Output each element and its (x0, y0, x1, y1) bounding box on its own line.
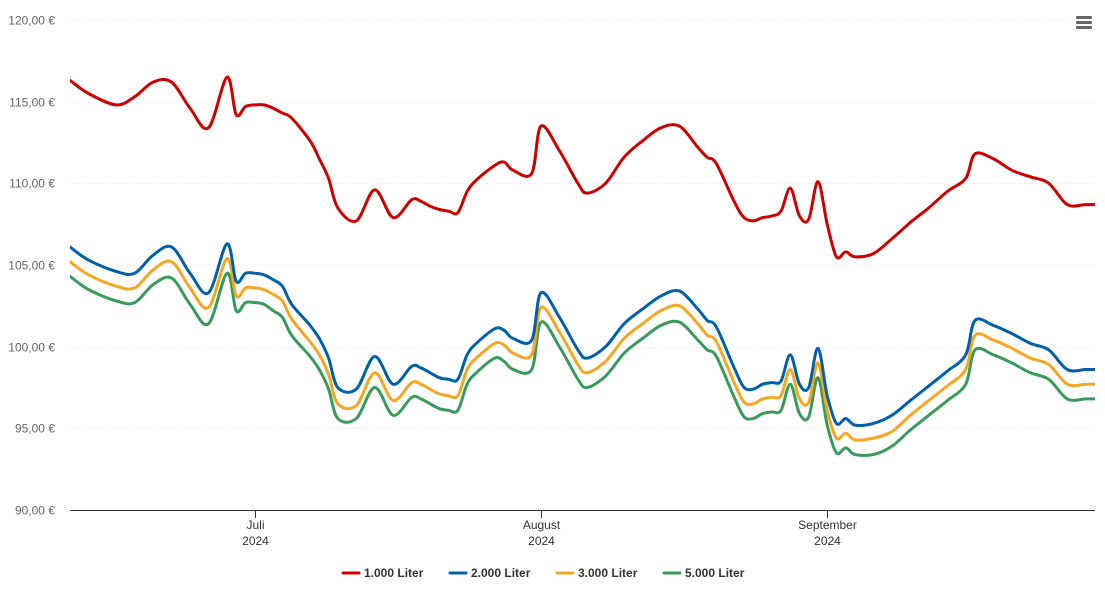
hamburger-icon (1076, 26, 1092, 29)
x-tick-label-year: 2024 (528, 534, 555, 548)
y-tick-label: 100,00 € (8, 341, 55, 355)
x-tick-label-year: 2024 (814, 534, 841, 548)
legend-item[interactable]: 1.000 Liter (341, 566, 424, 580)
legend-label: 3.000 Liter (578, 566, 638, 580)
legend-item[interactable]: 5.000 Liter (662, 566, 745, 580)
series-line-5-000-liter[interactable] (70, 271, 1095, 457)
series-line-2-000-liter[interactable] (70, 242, 1095, 427)
legend: 1.000 Liter 2.000 Liter 3.000 Liter 5.000 L… (341, 566, 745, 580)
y-tick-label: 120,00 € (8, 14, 55, 28)
x-tick-label-month: August (523, 518, 561, 532)
series-line-3-000-liter[interactable] (70, 256, 1095, 442)
x-tick-label-month: September (798, 518, 857, 532)
x-tick-label-month: Juli (246, 518, 264, 532)
y-axis: 90,00 € 95,00 € 100,00 € 105,00 € 110,00 € 11… (8, 14, 55, 518)
y-tick-label: 95,00 € (15, 422, 55, 436)
y-tick-label: 110,00 € (9, 177, 55, 191)
x-tick-label-year: 2024 (242, 534, 269, 548)
hamburger-icon (1076, 16, 1092, 19)
x-axis: Juli 2024 August 2024 September 2024 (70, 510, 1095, 548)
hamburger-icon (1076, 21, 1092, 24)
legend-label: 1.000 Liter (364, 566, 424, 580)
legend-item[interactable]: 2.000 Liter (448, 566, 531, 580)
y-tick-label: 90,00 € (15, 504, 55, 518)
chart-menu-button[interactable] (1070, 10, 1098, 34)
y-tick-label: 115,00 € (9, 96, 55, 110)
legend-label: 5.000 Liter (685, 566, 745, 580)
legend-item[interactable]: 3.000 Liter (555, 566, 638, 580)
series-line-1-000-liter[interactable] (70, 75, 1095, 260)
y-tick-label: 105,00 € (8, 259, 55, 273)
series-lines (70, 75, 1095, 457)
legend-label: 2.000 Liter (471, 566, 531, 580)
